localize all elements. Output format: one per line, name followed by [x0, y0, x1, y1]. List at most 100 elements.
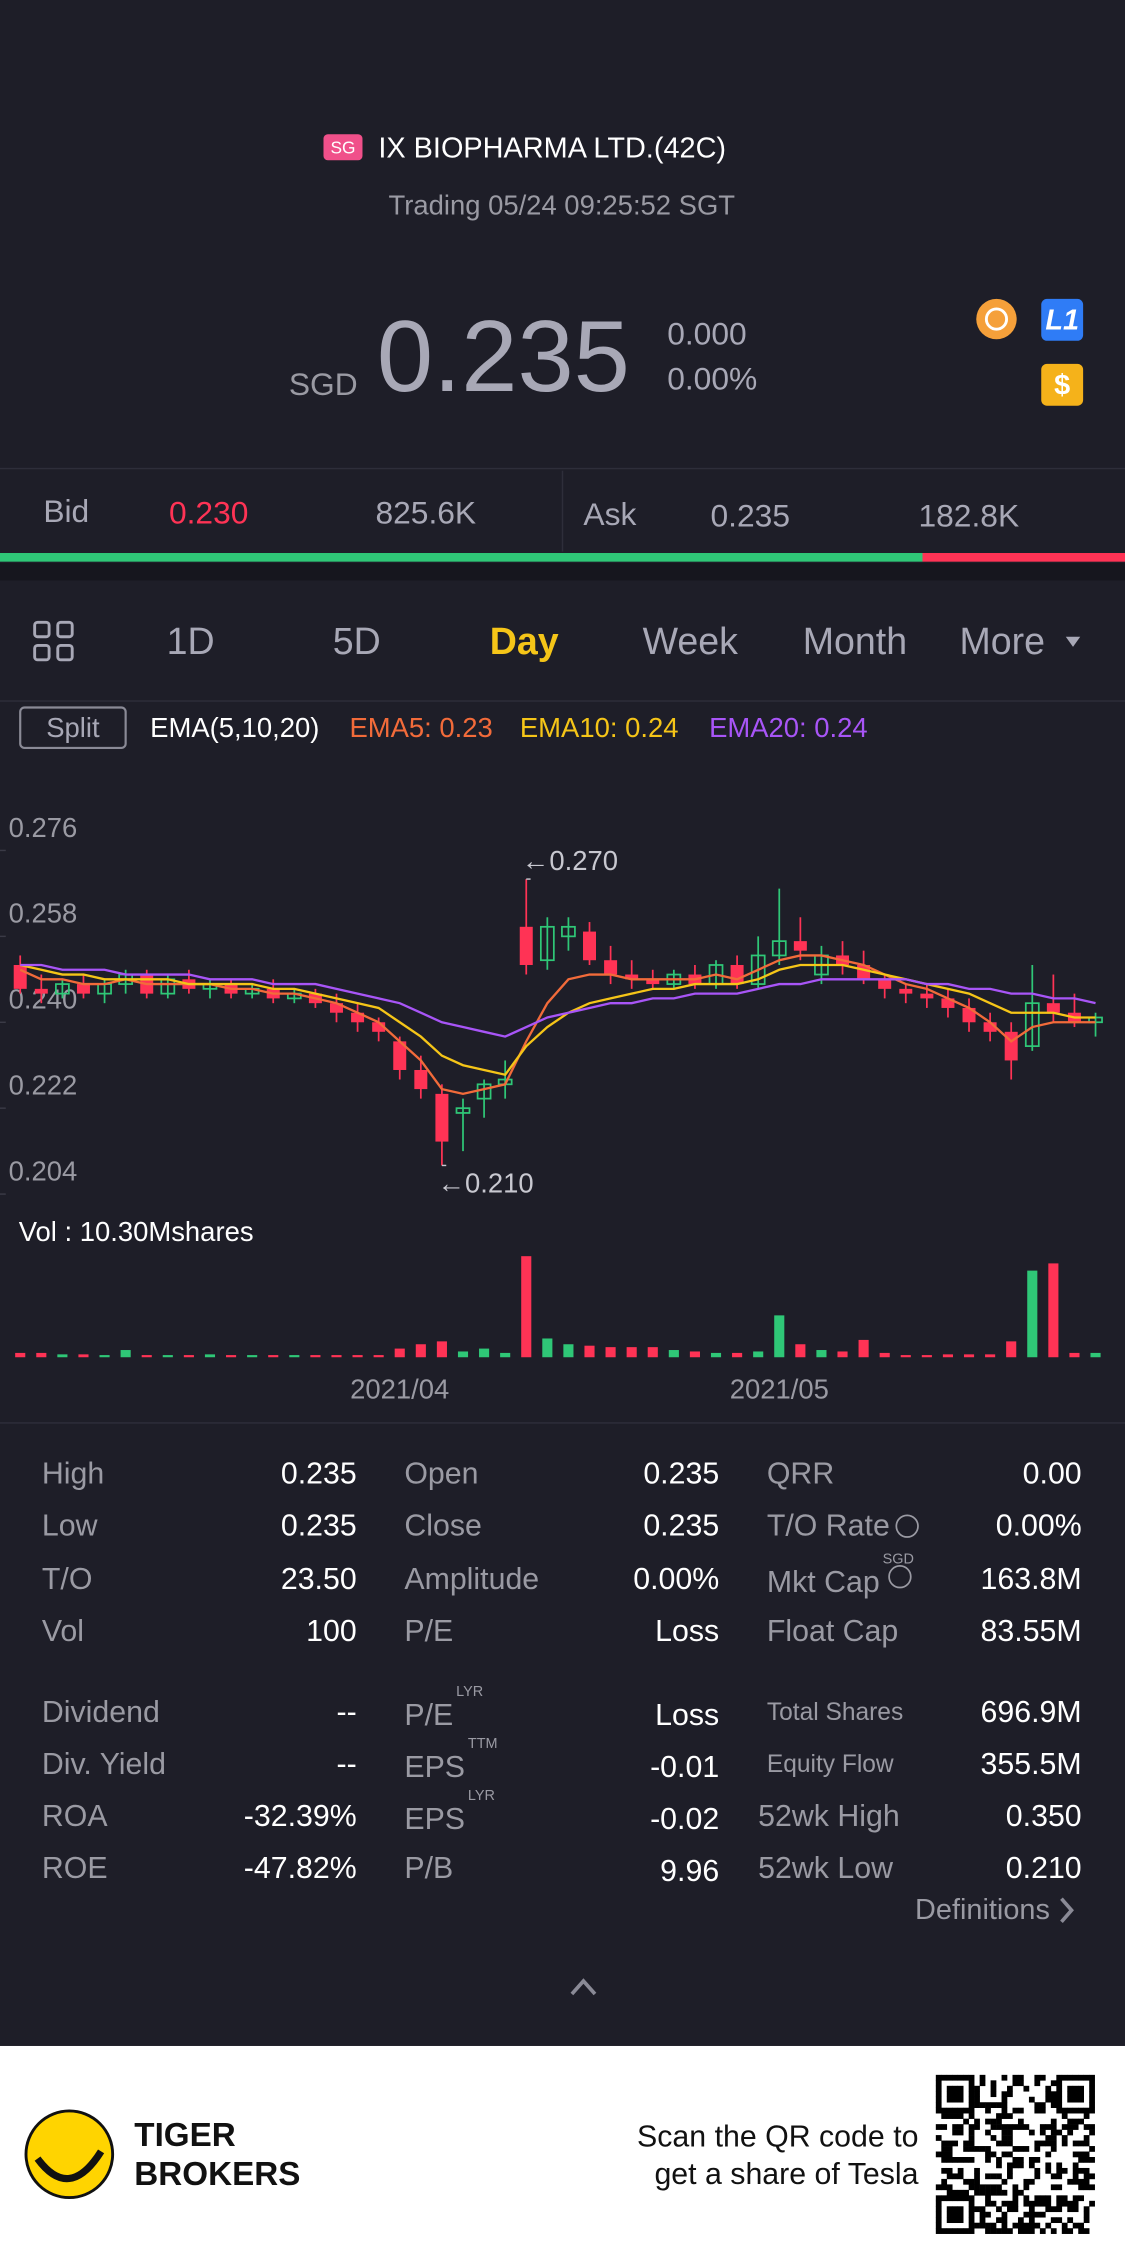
- qr-module: [979, 2074, 986, 2081]
- qr-module: [946, 2206, 953, 2213]
- qr-module: [1072, 2118, 1079, 2125]
- info-icon[interactable]: [895, 1514, 919, 1538]
- qr-module: [990, 2151, 997, 2158]
- qr-module: [1072, 2107, 1079, 2114]
- candle-body: [941, 998, 955, 1008]
- qr-module: [957, 2228, 964, 2234]
- qr-module: [1067, 2200, 1074, 2207]
- qr-module: [957, 2206, 964, 2213]
- qr-module: [946, 2146, 953, 2152]
- qr-module: [1034, 2157, 1041, 2163]
- qr-module: [1061, 2135, 1068, 2141]
- alert-icon[interactable]: [976, 298, 1017, 340]
- tab[interactable]: 1D: [167, 620, 215, 662]
- qr-module: [941, 2167, 948, 2174]
- qr-module: [968, 2195, 975, 2202]
- tab[interactable]: 5D: [333, 620, 381, 662]
- qr-module: [1034, 2167, 1041, 2174]
- qr-module: [941, 2107, 948, 2114]
- qr-module: [1061, 2195, 1068, 2202]
- qr-module: [1078, 2222, 1085, 2229]
- qr-module: [1089, 2091, 1095, 2098]
- tab[interactable]: Day: [490, 620, 559, 662]
- tab[interactable]: Week: [643, 620, 739, 662]
- qr-module: [996, 2189, 1002, 2196]
- qr-module: [1050, 2124, 1057, 2130]
- currency-badge[interactable]: [1041, 363, 1084, 406]
- qr-module: [1056, 2173, 1063, 2180]
- level-badge[interactable]: [1041, 298, 1084, 341]
- promo-line: get a share of Tesla: [654, 2158, 918, 2191]
- tiger-logo: [24, 2109, 115, 2200]
- stat-label: T/O: [42, 1563, 93, 1596]
- tab[interactable]: More: [959, 620, 1045, 662]
- ask-size: 182.8K: [918, 497, 1019, 533]
- qr-module: [963, 2228, 969, 2234]
- qr-module: [946, 2140, 953, 2147]
- qr-module: [985, 2195, 991, 2202]
- qr-module: [1072, 2222, 1079, 2229]
- stat-label: Float Cap: [767, 1615, 898, 1648]
- stat-label: Dividend: [42, 1696, 160, 1729]
- layout-icon[interactable]: [33, 620, 74, 662]
- collapse-chevron[interactable]: [570, 1978, 597, 1996]
- qr-module: [1089, 2184, 1095, 2191]
- qr-module: [957, 2107, 964, 2114]
- qr-module: [1045, 2091, 1052, 2098]
- qr-module: [985, 2211, 991, 2218]
- qr-module: [1023, 2195, 1030, 2202]
- qr-module: [1061, 2074, 1068, 2081]
- qr-module: [941, 2228, 948, 2234]
- qr-module: [963, 2189, 969, 2196]
- stat-superscript: SGD: [883, 1551, 914, 1567]
- qr-module: [1056, 2091, 1063, 2098]
- brand-line: TIGER: [134, 2117, 235, 2154]
- qr-module: [1007, 2167, 1013, 2174]
- definitions-link[interactable]: Definitions: [915, 1894, 1050, 1926]
- qr-module: [1072, 2096, 1079, 2103]
- tab[interactable]: Month: [803, 620, 907, 662]
- qr-module: [1001, 2113, 1008, 2119]
- qr-module: [935, 2096, 942, 2103]
- candle-body: [76, 984, 90, 994]
- qr-module: [979, 2222, 986, 2229]
- divider: [0, 467, 1125, 470]
- qr-module: [974, 2222, 980, 2229]
- stat-label: Open: [404, 1458, 478, 1491]
- volume-bar: [795, 1344, 806, 1358]
- qr-module: [990, 2135, 997, 2141]
- qr-module: [1001, 2189, 1008, 2196]
- qr-module: [974, 2091, 980, 2098]
- qr-module: [1007, 2091, 1013, 2098]
- qr-module: [1050, 2091, 1057, 2098]
- stat-value: 0.350: [1006, 1800, 1082, 1833]
- dropdown-caret[interactable]: [1065, 636, 1081, 647]
- qr-module: [1056, 2217, 1063, 2224]
- qr-module: [985, 2200, 991, 2207]
- info-icon[interactable]: [888, 1565, 912, 1589]
- qr-module: [1012, 2162, 1019, 2169]
- currency: SGD: [289, 366, 358, 402]
- qr-module: [1083, 2107, 1090, 2114]
- qr-module: [1023, 2184, 1030, 2191]
- qr-module: [1012, 2080, 1019, 2087]
- volume-bar: [963, 1354, 975, 1358]
- stat-value: 0.00%: [633, 1563, 719, 1596]
- qr-module: [985, 2173, 991, 2180]
- qr-module: [985, 2118, 991, 2125]
- qr-module: [952, 2211, 959, 2218]
- definitions-arrow[interactable]: [1060, 1897, 1074, 1923]
- qr-module: [996, 2173, 1002, 2180]
- stat-label: Vol: [42, 1615, 84, 1648]
- qr-module: [1028, 2211, 1035, 2218]
- qr-module: [1017, 2074, 1024, 2081]
- volume-bar: [942, 1354, 954, 1358]
- qr-module: [952, 2217, 959, 2224]
- qr-module: [985, 2107, 991, 2114]
- qr-module: [1045, 2195, 1052, 2202]
- bid-size: 825.6K: [375, 495, 476, 531]
- stat-label: Amplitude: [404, 1563, 539, 1596]
- volume-bar: [921, 1355, 932, 1358]
- split-button[interactable]: [19, 706, 127, 750]
- qr-module: [1045, 2124, 1052, 2130]
